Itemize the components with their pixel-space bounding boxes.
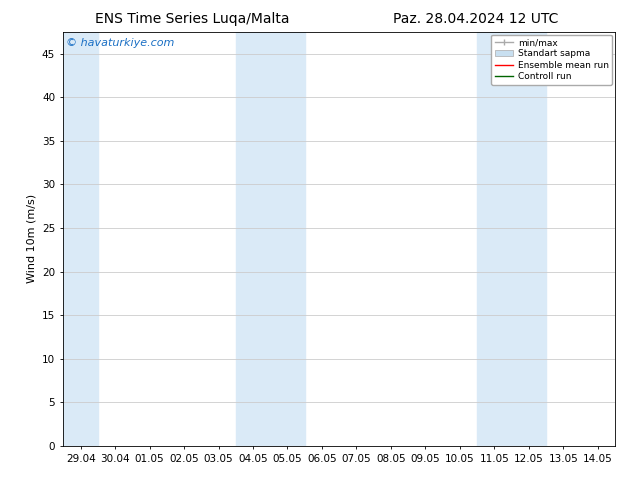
Y-axis label: Wind 10m (m/s): Wind 10m (m/s) [26,195,36,283]
Text: Paz. 28.04.2024 12 UTC: Paz. 28.04.2024 12 UTC [392,12,558,26]
Text: © havaturkiye.com: © havaturkiye.com [66,38,174,48]
Bar [477,32,546,446]
Bar [63,32,98,446]
Legend: min/max, Standart sapma, Ensemble mean run, Controll run: min/max, Standart sapma, Ensemble mean r… [491,35,612,85]
Text: ENS Time Series Luqa/Malta: ENS Time Series Luqa/Malta [95,12,290,26]
Bar [236,32,305,446]
